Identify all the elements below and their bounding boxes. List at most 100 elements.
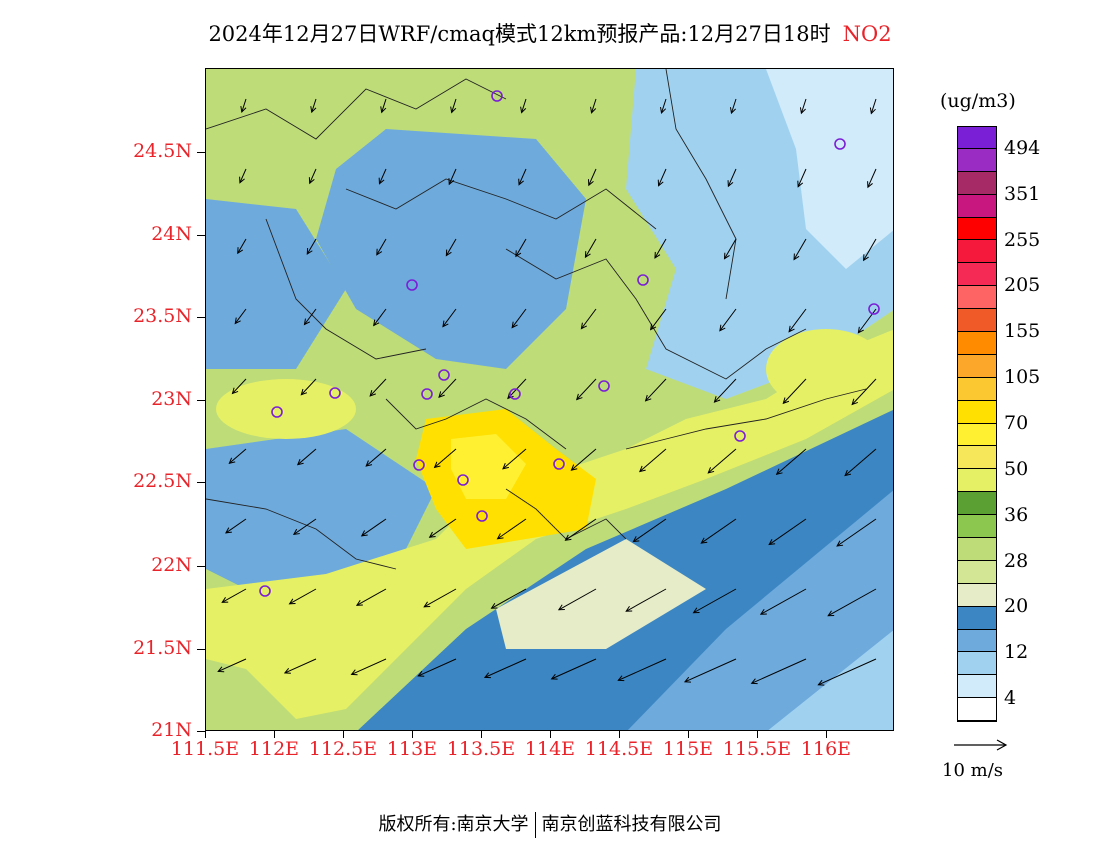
- west-blue-region: [206, 199, 346, 369]
- wind-vector: [632, 518, 667, 543]
- boundary-line: [505, 248, 807, 380]
- wind-vector: [303, 308, 317, 326]
- wind-vector: [625, 588, 667, 612]
- city-marker: [421, 388, 433, 400]
- wind-vector: [360, 518, 387, 537]
- longitude-label: 113E: [386, 738, 438, 760]
- city-marker: [491, 90, 503, 102]
- sea-outer-region: [627, 490, 893, 730]
- wind-vector: [417, 658, 457, 677]
- wind-vector: [707, 448, 737, 474]
- wind-vector: [587, 168, 597, 187]
- wind-reference-arrow: [954, 739, 1008, 751]
- map-title: 2024年12月27日WRF/cmaq模式12km预报产品:12月27日18时 N…: [0, 18, 1100, 48]
- latitude-label: 24.5N: [133, 140, 192, 162]
- latitude-tick: [197, 731, 205, 732]
- wind-vector: [644, 378, 667, 402]
- latitude-label: 21N: [151, 719, 192, 741]
- colorbar-segment: [957, 148, 997, 172]
- colorbar: [957, 126, 997, 722]
- colorbar-label: 70: [1004, 412, 1029, 434]
- latitude-label: 22.5N: [133, 470, 192, 492]
- colorbar-label: 4: [1004, 687, 1017, 710]
- footer-separator: [534, 812, 536, 838]
- city-marker: [509, 388, 521, 400]
- wind-vector: [221, 588, 247, 603]
- wind-vector: [373, 308, 387, 327]
- wind-vector: [380, 98, 387, 114]
- latitude-label: 23N: [151, 388, 192, 410]
- wind-vector: [584, 238, 597, 259]
- colorbar-label: 205: [1004, 274, 1041, 297]
- wind-vector: [376, 238, 387, 256]
- wind-vector: [428, 518, 457, 538]
- longitude-tick: [481, 731, 482, 738]
- boundary-line: [265, 218, 427, 360]
- colorbar-label: 20: [1004, 595, 1029, 618]
- copyright-footer: 版权所有:南京大学 南京创蓝科技有限公司: [0, 810, 1100, 838]
- wind-vector: [617, 658, 667, 682]
- wind-vector: [649, 308, 667, 331]
- colorbar-segment: [957, 606, 997, 630]
- latitude-tick: [197, 400, 205, 401]
- wind-vector: [296, 448, 317, 466]
- wind-vector: [863, 238, 877, 262]
- wind-vector: [240, 98, 247, 114]
- latitude-label: 21.5N: [133, 637, 192, 659]
- wind-vector: [234, 308, 247, 325]
- colorbar-label: 351: [1004, 182, 1041, 205]
- wind-vector: [378, 168, 387, 185]
- wind-vector: [228, 448, 247, 465]
- longitude-label: 112.5E: [308, 738, 378, 760]
- wind-vector: [844, 448, 877, 477]
- wind-vector: [700, 518, 737, 544]
- colorbar-label: 255: [1004, 228, 1041, 251]
- colorbar-label: 155: [1004, 320, 1041, 343]
- colorbar-segment: [957, 217, 997, 241]
- estuary-region: [496, 539, 706, 649]
- colorbar-segment: [957, 583, 997, 607]
- delta-core: [451, 434, 526, 499]
- colorbar-segment: [957, 698, 997, 722]
- colorbar-segment: [957, 629, 997, 653]
- wind-vector: [283, 658, 317, 674]
- wind-vector: [300, 378, 317, 396]
- wind-vector: [502, 448, 527, 470]
- colorbar-label: 12: [1004, 641, 1029, 664]
- boundary-line: [345, 178, 657, 230]
- colorbar-segment: [957, 377, 997, 401]
- latitude-tick: [197, 566, 205, 567]
- latitude-tick: [197, 317, 205, 318]
- wind-vector: [518, 168, 527, 186]
- wind-vector: [768, 518, 807, 546]
- longitude-tick: [343, 731, 344, 738]
- wind-vector: [433, 448, 457, 469]
- longitude-tick: [826, 731, 827, 738]
- wind-vector: [723, 238, 737, 260]
- colorbar-segment: [957, 515, 997, 539]
- colorbar-segment: [957, 652, 997, 676]
- wind-vector: [713, 378, 737, 403]
- northeast-lowest-region: [766, 69, 893, 269]
- city-markers: [259, 90, 880, 597]
- latitude-tick: [197, 152, 205, 153]
- wind-vector: [239, 168, 247, 184]
- wind-vector: [683, 658, 737, 683]
- wind-vector: [793, 238, 807, 261]
- wind-vector: [817, 658, 877, 686]
- longitude-tick: [274, 731, 275, 738]
- colorbar-segment: [957, 492, 997, 516]
- wind-reference-label: 10 m/s: [942, 760, 1003, 781]
- colorbar-label: 28: [1004, 549, 1029, 572]
- colorbar-segment: [957, 469, 997, 493]
- wind-vector: [788, 308, 807, 333]
- colorbar-segment: [957, 286, 997, 310]
- admin-boundaries: [206, 69, 867, 570]
- central-blue-region: [316, 129, 586, 369]
- wind-vector: [692, 588, 737, 614]
- longitude-tick: [619, 731, 620, 738]
- latitude-label: 23.5N: [133, 305, 192, 327]
- wind-vector: [836, 518, 877, 547]
- wind-vector: [520, 98, 527, 114]
- wind-vector: [515, 238, 527, 258]
